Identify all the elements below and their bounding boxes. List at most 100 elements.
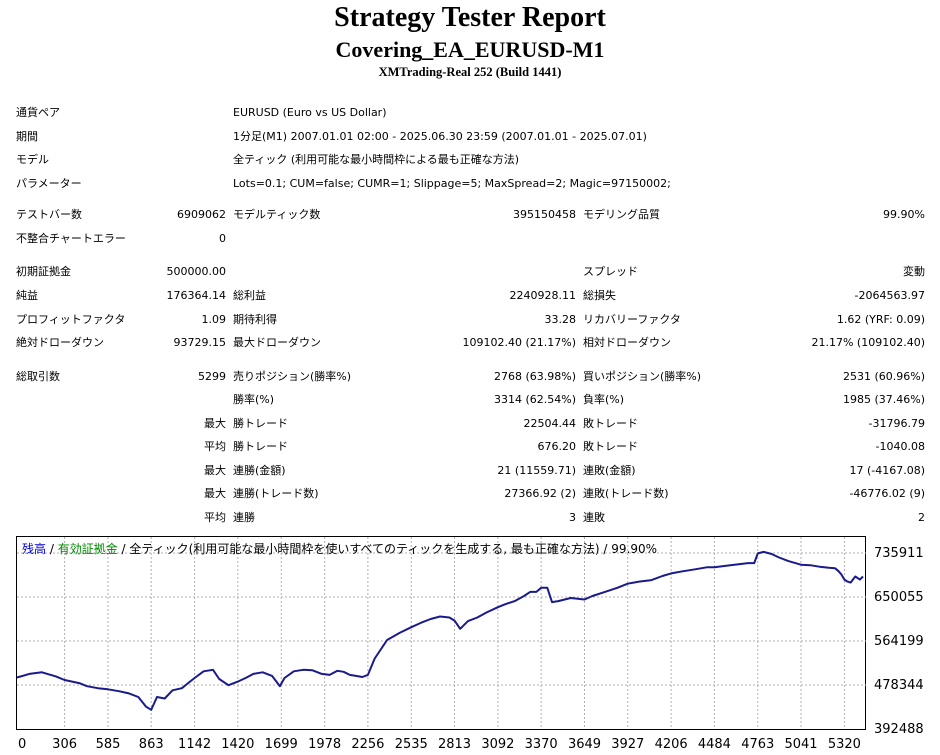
avg-loss-label: 敗トレード [583,440,638,453]
cons-loss-trades-label: 連敗(トレード数) [583,487,669,500]
bars-value: 6909062 [177,208,226,221]
x-tick-label: 2813 [438,737,471,752]
report-title: Strategy Tester Report [334,2,606,33]
x-tick-label: 3927 [611,737,644,752]
avg-cons-win-value: 3 [569,511,576,524]
loss-pct-value: 1985 (37.46%) [842,393,925,406]
x-tick-label: 1420 [221,737,254,752]
largest-win-value: 22504.44 [523,417,577,430]
largest-loss-value: -31796.79 [868,417,925,430]
largest-win-label: 勝トレード [233,417,288,430]
abs-drawdown-label: 絶対ドローダウン [16,336,104,349]
x-tick-label: 4484 [698,737,731,752]
gross-profit-value: 2240928.11 [509,289,576,302]
x-tick-label: 3649 [568,737,601,752]
mismatch-label: 不整合チャートエラー [16,232,126,245]
model-label: モデル [16,153,49,166]
x-tick-label: 0 [18,737,26,752]
long-positions-label: 買いポジション(勝率%) [583,370,702,383]
avg-loss-value: -1040.08 [875,440,925,453]
x-tick-label: 4763 [741,737,774,752]
max-drawdown-value: 109102.40 (21.17%) [462,336,576,349]
short-positions-label: 売りポジション(勝率%) [233,370,352,383]
loss-pct-label: 負率(%) [583,393,625,406]
mismatch-value: 0 [219,232,226,245]
quality-value: 99.90% [883,208,925,221]
y-tick-label: 650055 [874,590,924,605]
pair-label: 通貨ペア [16,106,60,119]
long-positions-value: 2531 (60.96%) [842,370,925,383]
max-consecutive-trades-label: 最大 [204,487,226,500]
rel-drawdown-label: 相対ドローダウン [583,336,671,349]
expert-name: Covering_EA_EURUSD-M1 [335,37,605,62]
profit-factor-label: プロフィットファクタ [16,313,126,326]
params-value: Lots=0.1; CUM=false; CUMR=1; Slippage=5;… [233,177,671,190]
x-tick-label: 5320 [828,737,861,752]
expected-payoff-value: 33.28 [544,313,577,326]
legend-balance: 残高 [22,542,47,556]
balance-line [16,550,864,711]
period-label: 期間 [16,130,38,143]
ticks-label: モデルティック数 [233,208,321,221]
cons-win-money-label: 連勝(金額) [233,464,286,477]
avg-win-value: 676.20 [537,440,577,453]
avg-cons-loss-label: 連敗 [583,511,605,524]
legend-model-info: 全ティック(利用可能な最小時間枠を使いすべてのティックを生成する, 最も正確な方… [129,542,658,556]
total-trades-value: 5299 [198,370,226,383]
largest-loss-label: 敗トレード [583,417,638,430]
x-tick-label: 5041 [784,737,817,752]
x-tick-label: 2535 [395,737,428,752]
period-value: 1分足(M1) 2007.01.01 02:00 - 2025.06.30 23… [233,130,647,143]
x-tick-label: 3092 [481,737,514,752]
cons-loss-money-label: 連敗(金額) [583,464,636,477]
spread-label: スプレッド [583,265,638,278]
x-tick-label: 1699 [265,737,298,752]
abs-drawdown-value: 93729.15 [173,336,227,349]
x-tick-label: 1142 [178,737,211,752]
gross-profit-label: 総利益 [233,289,266,302]
x-tick-label: 4206 [655,737,688,752]
net-profit-label: 純益 [16,289,38,302]
gross-loss-label: 総損失 [583,289,616,302]
gross-loss-value: -2064563.97 [854,289,925,302]
model-value: 全ティック (利用可能な最小時間枠による最も正確な方法) [233,153,520,166]
profit-factor-value: 1.09 [201,313,227,326]
spread-value: 変動 [903,265,925,278]
avg-cons-loss-value: 2 [918,511,925,524]
params-label: パラメーター [16,177,82,190]
rel-drawdown-value: 21.17% (109102.40) [811,336,925,349]
recovery-factor-value: 1.62 (YRF: 0.09) [836,313,925,326]
cons-win-trades-label: 連勝(トレード数) [233,487,319,500]
x-tick-label: 3370 [525,737,558,752]
win-pct-label: 勝率(%) [233,393,275,406]
avg-win-label: 勝トレード [233,440,288,453]
max-consecutive-label: 最大 [204,464,226,477]
x-tick-label: 863 [139,737,164,752]
quality-label: モデリング品質 [583,208,660,221]
legend-equity: 有効証拠金 [57,542,118,556]
short-positions-value: 2768 (63.98%) [493,370,576,383]
recovery-factor-label: リカバリーファクタ [583,313,681,326]
win-pct-value: 3314 (62.54%) [493,393,576,406]
x-tick-label: 585 [96,737,121,752]
legend-separator: / [117,542,130,556]
y-tick-label: 478344 [874,678,924,693]
y-tick-label: 392488 [874,722,924,737]
cons-loss-money-value: 17 (-4167.08) [849,464,925,477]
net-profit-value: 176364.14 [166,289,227,302]
x-tick-label: 2256 [351,737,384,752]
x-tick-label: 1978 [308,737,341,752]
y-tick-label: 735911 [874,546,924,561]
total-trades-label: 総取引数 [16,370,60,383]
expected-payoff-label: 期待利得 [233,313,277,326]
largest-label: 最大 [204,417,226,430]
deposit-label: 初期証拠金 [16,265,71,278]
balance-chart-frame [16,536,866,730]
average-label: 平均 [204,440,226,453]
chart-legend: 残高 / 有効証拠金 / 全ティック(利用可能な最小時間枠を使いすべてのティック… [22,540,657,557]
y-tick-label: 564199 [874,634,924,649]
server-build: XMTrading-Real 252 (Build 1441) [378,65,562,79]
avg-cons-win-label: 連勝 [233,511,255,524]
deposit-value: 500000.00 [166,265,227,278]
bars-label: テストバー数 [16,208,82,221]
